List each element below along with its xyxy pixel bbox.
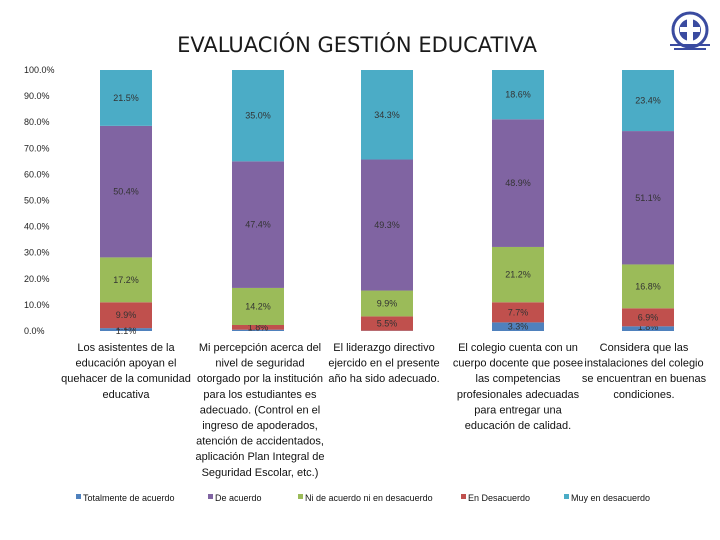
bar-segment — [232, 161, 284, 288]
y-tick-label: 10.0% — [24, 300, 50, 310]
y-tick-label: 0.0% — [24, 326, 45, 336]
data-label: 1.8% — [248, 322, 269, 332]
school-crest-icon — [670, 11, 710, 50]
data-label: 14.2% — [245, 301, 271, 311]
data-label: 21.2% — [505, 270, 531, 280]
y-axis: 0.0% 10.0% 20.0% 30.0% 40.0% 50.0% 60.0% 70.0% 8… — [24, 65, 55, 336]
data-label: 6.9% — [638, 312, 659, 322]
data-label: 49.3% — [374, 220, 400, 230]
data-label: 34.3% — [374, 110, 400, 120]
y-tick-label: 20.0% — [24, 274, 50, 284]
y-tick-label: 80.0% — [24, 117, 50, 127]
data-label: 1.1% — [116, 326, 137, 336]
legend-swatch — [76, 494, 81, 499]
legend: Totalmente de acuerdo De acuerdo Ni de acu… — [76, 493, 650, 503]
bar-segment — [492, 119, 544, 247]
bar-segment — [100, 125, 152, 258]
bar-segment — [492, 322, 544, 331]
data-label: 16.8% — [635, 281, 661, 291]
bar-segment — [232, 70, 284, 162]
bar-segment — [100, 328, 152, 331]
data-label: 21.5% — [113, 93, 139, 103]
legend-label: Ni de acuerdo ni en desacuerdo — [305, 493, 433, 503]
y-tick-label: 60.0% — [24, 169, 50, 179]
data-label: 9.9% — [377, 298, 398, 308]
data-label: 51.1% — [635, 193, 661, 203]
bar-segment — [361, 290, 413, 317]
legend-swatch — [298, 494, 303, 499]
legend-label: Muy en desacuerdo — [571, 493, 650, 503]
y-tick-label: 100.0% — [24, 65, 55, 75]
bar-segment — [100, 70, 152, 126]
data-label: 17.2% — [113, 275, 139, 285]
legend-swatch — [564, 494, 569, 499]
bar-segment — [361, 316, 413, 331]
y-tick-label: 50.0% — [24, 196, 50, 206]
category-label: Mi percepción acerca del nivel de segurid… — [195, 342, 324, 479]
bar-segment — [622, 308, 674, 327]
bar-segment — [232, 287, 284, 325]
category-label: El colegio cuenta con un cuerpo docente q… — [453, 342, 583, 432]
data-label: 1.8% — [638, 322, 659, 332]
data-label: 35.0% — [245, 111, 271, 121]
legend-label: Totalmente de acuerdo — [83, 493, 175, 503]
category-labels: Los asistentes de la educación apoyan el q… — [61, 342, 706, 479]
data-label: 9.9% — [116, 310, 137, 320]
bar-segment — [492, 246, 544, 303]
bar-segment — [232, 329, 284, 331]
y-tick-label: 70.0% — [24, 143, 50, 153]
legend-swatch — [208, 494, 213, 499]
bar-segment — [622, 326, 674, 331]
bar-segment — [100, 257, 152, 303]
data-label: 5.5% — [377, 319, 398, 329]
chart-title: EVALUACIÓN GESTIÓN EDUCATIVA — [177, 32, 538, 57]
bar-segment — [232, 324, 284, 330]
legend-swatch — [461, 494, 466, 499]
category-label: El liderazgo directivo ejercido en el pre… — [328, 342, 439, 385]
y-tick-label: 40.0% — [24, 222, 50, 232]
category-label: Los asistentes de la educación apoyan el q… — [61, 342, 191, 401]
data-label: 23.4% — [635, 96, 661, 106]
bar-segment — [622, 131, 674, 265]
legend-label: En Desacuerdo — [468, 493, 530, 503]
data-label: 3.3% — [508, 322, 529, 332]
bar-segment — [622, 264, 674, 309]
bar-segment — [492, 70, 544, 120]
category-label: Considera que las instalaciones del coleg… — [582, 342, 707, 401]
y-tick-label: 90.0% — [24, 91, 50, 101]
data-label: 47.4% — [245, 220, 271, 230]
data-label: 50.4% — [113, 187, 139, 197]
y-tick-label: 30.0% — [24, 248, 50, 258]
bar-segment — [100, 302, 152, 329]
bar-segment — [622, 70, 674, 132]
bar-segment — [361, 159, 413, 291]
data-label: 7.7% — [508, 307, 529, 317]
data-label: 18.6% — [505, 90, 531, 100]
bars: 1.1%9.9%17.2%50.4%21.5%1.5%1.8%14.2%47.4… — [100, 70, 674, 336]
bar-segment — [492, 302, 544, 323]
legend-label: De acuerdo — [215, 493, 262, 503]
bar-segment — [361, 70, 413, 160]
data-label: 48.9% — [505, 178, 531, 188]
